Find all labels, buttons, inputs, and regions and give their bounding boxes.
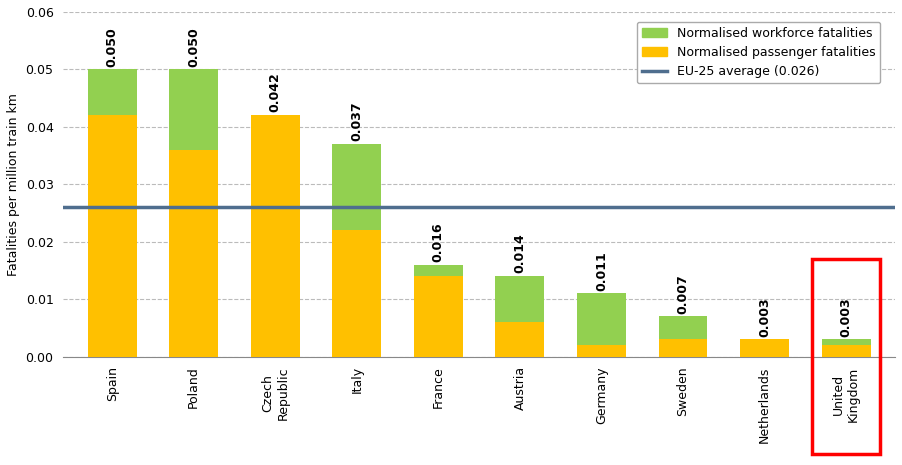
Bar — [414, 265, 463, 276]
Bar — [251, 115, 299, 357]
Bar — [658, 316, 707, 339]
Bar — [812, 259, 880, 454]
Bar — [577, 293, 626, 345]
Bar — [741, 339, 789, 357]
Text: 0.050: 0.050 — [188, 27, 200, 66]
Legend: Normalised workforce fatalities, Normalised passenger fatalities, EU-25 average : Normalised workforce fatalities, Normali… — [637, 22, 880, 83]
Text: 0.016: 0.016 — [432, 222, 445, 262]
Bar — [332, 230, 382, 357]
Text: 0.042: 0.042 — [269, 73, 281, 113]
Bar — [332, 144, 382, 230]
Bar — [577, 345, 626, 357]
Bar — [822, 345, 870, 357]
Text: 0.037: 0.037 — [350, 101, 364, 141]
Bar — [87, 115, 136, 357]
Bar — [495, 322, 545, 357]
Text: 0.003: 0.003 — [840, 297, 852, 337]
Bar — [170, 150, 218, 357]
Bar — [495, 276, 545, 322]
Y-axis label: Fatalities per million train km: Fatalities per million train km — [7, 93, 20, 276]
Text: 0.014: 0.014 — [513, 233, 527, 273]
Bar — [658, 339, 707, 357]
Text: 0.011: 0.011 — [595, 251, 608, 291]
Bar — [822, 339, 870, 345]
Text: 0.050: 0.050 — [106, 27, 119, 66]
Bar — [87, 69, 136, 115]
Text: 0.003: 0.003 — [758, 297, 771, 337]
Bar — [170, 69, 218, 150]
Text: 0.007: 0.007 — [676, 274, 689, 313]
Bar — [414, 276, 463, 357]
